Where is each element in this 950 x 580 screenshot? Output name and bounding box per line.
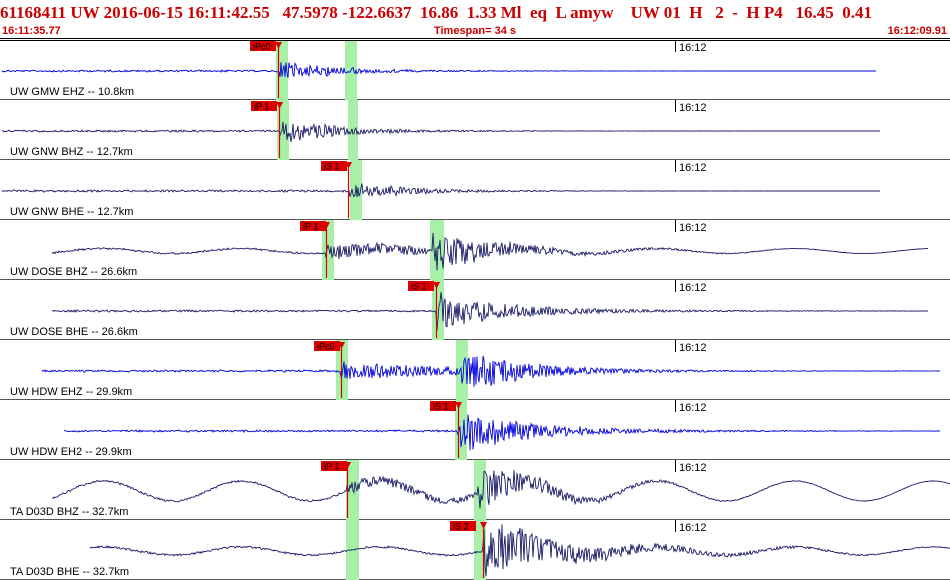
pick-tag[interactable] — [250, 41, 276, 51]
event-summary: 61168411 UW 2016-06-15 16:11:42.55 47.59… — [0, 3, 873, 22]
pick-tag[interactable] — [321, 161, 347, 171]
pick-phase-label[interactable]: iP 1 — [254, 102, 269, 112]
minute-tick-label: 16:12 — [679, 42, 707, 54]
channel-row: 16:12 iP 1 UW GNW BHZ -- 12.7km — [0, 100, 950, 160]
waveform-trace — [1, 121, 880, 143]
pick-phase-label[interactable]: iPc0 — [317, 342, 335, 352]
pick-tag[interactable] — [300, 221, 326, 231]
end-time: 16:12:09.91 — [887, 25, 947, 37]
pick-phase-label[interactable]: iS 1 — [433, 402, 449, 412]
channel-row: 16:12 iS 1 UW HDW EH2 -- 29.9km — [0, 400, 950, 460]
pick-phase-label[interactable]: iP 1 — [303, 222, 318, 232]
pick-tag[interactable] — [314, 341, 340, 351]
header-divider — [0, 38, 950, 39]
pick-window — [474, 460, 486, 520]
pick-pointer-icon[interactable] — [276, 102, 283, 109]
pick-pointer-icon[interactable] — [338, 342, 345, 349]
pick-window — [322, 220, 334, 280]
channel-row: 16:12 iP 1 TA D03D BHZ -- 32.7km — [0, 460, 950, 520]
pick-pointer-icon[interactable] — [275, 42, 282, 49]
channel-row: 16:12 iS 1 UW GNW BHE -- 12.7km — [0, 160, 950, 220]
timespan-label: Timespan= 34 s — [433, 25, 517, 37]
pick-phase-label[interactable]: iS 1 — [411, 282, 427, 292]
minute-tick-label: 16:12 — [679, 402, 707, 414]
pick-phase-label[interactable]: iS 2 — [453, 522, 469, 532]
pick-tag[interactable] — [450, 521, 476, 531]
waveform-trace — [51, 470, 950, 509]
pick-window — [348, 100, 358, 160]
channel-label: UW GNW BHZ -- 12.7km — [10, 146, 133, 158]
minute-tick-label: 16:12 — [679, 162, 707, 174]
channel-label: UW GMW EHZ -- 10.8km — [10, 86, 134, 98]
pick-phase-label[interactable]: iS 1 — [324, 162, 340, 172]
waveform-trace — [51, 292, 929, 331]
channel-label: UW HDW EHZ -- 29.9km — [10, 386, 132, 398]
pick-tag[interactable] — [251, 101, 277, 111]
minute-tick-label: 16:12 — [679, 222, 707, 234]
minute-tick-label: 16:12 — [679, 282, 707, 294]
event-header: 61168411 UW 2016-06-15 16:11:42.55 47.59… — [0, 0, 950, 40]
channel-label: UW GNW BHE -- 12.7km — [10, 206, 133, 218]
channel-row: 16:12 iS 1 UW DOSE BHE -- 26.6km — [0, 280, 950, 340]
pick-pointer-icon[interactable] — [323, 222, 330, 229]
pick-tag[interactable] — [408, 281, 434, 291]
pick-tag[interactable] — [321, 461, 347, 471]
minute-tick-label: 16:12 — [679, 342, 707, 354]
pick-tag[interactable] — [430, 401, 456, 411]
pick-window — [456, 340, 468, 400]
waveform-trace — [89, 524, 950, 577]
channel-label: UW DOSE BHZ -- 26.6km — [10, 266, 137, 278]
start-time: 16:11:35.77 — [2, 25, 61, 37]
pick-pointer-icon[interactable] — [433, 282, 440, 289]
pick-pointer-icon[interactable] — [455, 402, 462, 409]
pick-pointer-icon[interactable] — [345, 162, 352, 169]
minute-tick-label: 16:12 — [679, 462, 707, 474]
minute-tick-label: 16:12 — [679, 522, 707, 534]
channel-row: 16:12 iPc0 UW GMW EHZ -- 10.8km — [0, 40, 950, 100]
minute-tick-label: 16:12 — [679, 102, 707, 114]
channel-label: UW HDW EH2 -- 29.9km — [10, 446, 132, 458]
pick-pointer-icon[interactable] — [344, 462, 351, 469]
channel-row: 16:12 iS 2 TA D03D BHE -- 32.7km — [0, 520, 950, 580]
waveform-trace — [41, 355, 941, 388]
pick-window — [277, 100, 289, 160]
waveform-trace — [63, 414, 940, 451]
waveform-trace — [51, 232, 928, 271]
channel-label: TA D03D BHZ -- 32.7km — [10, 506, 128, 518]
pick-phase-label[interactable]: iPc0 — [253, 42, 271, 52]
pick-phase-label[interactable]: iP 1 — [324, 462, 339, 472]
waveform-trace — [1, 62, 876, 78]
pick-pointer-icon[interactable] — [480, 522, 487, 529]
channel-label: TA D03D BHE -- 32.7km — [10, 566, 129, 578]
waveform-trace — [1, 183, 880, 198]
pick-window — [455, 400, 467, 460]
channel-row: 16:12 iPc0 UW HDW EHZ -- 29.9km — [0, 340, 950, 400]
channel-row: 16:12 iP 1 UW DOSE BHZ -- 26.6km — [0, 220, 950, 280]
channel-label: UW DOSE BHE -- 26.6km — [10, 326, 138, 338]
